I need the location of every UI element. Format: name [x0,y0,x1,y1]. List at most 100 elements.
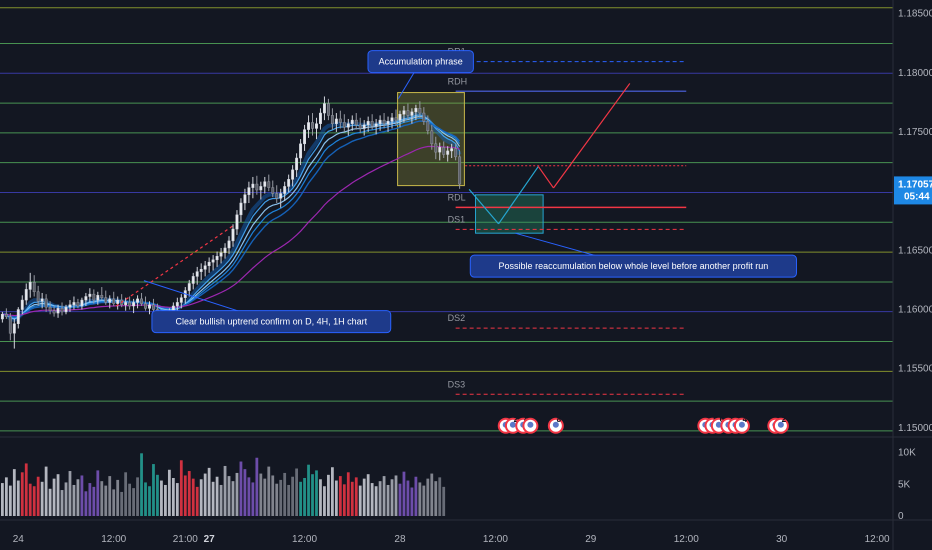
candle-body [175,302,179,307]
volume-bar [152,464,155,516]
candle-body [215,256,219,261]
candle-body [48,306,52,311]
candle-body [426,121,430,132]
volume-bar [271,475,275,516]
time-tick-label: 28 [394,534,406,545]
annotation-text: Accumulation phrase [379,57,463,67]
volume-bar [124,472,128,516]
candle-body [326,103,330,116]
candle-body [378,119,382,124]
candle-body [4,314,8,317]
candle-body [350,119,354,124]
candle-body [354,119,358,126]
volume-bar [386,484,390,516]
event-flags[interactable]: 248563242 [497,415,789,434]
volume-bar [207,467,211,516]
candle-body [199,269,203,272]
candle-body [223,247,227,253]
volume-bar [235,472,239,516]
candle-body [191,276,195,284]
candle-body [271,187,275,194]
candle-body [187,283,191,291]
volume-bar [128,483,132,516]
candle-body [76,302,80,307]
event-flag-count: 2 [514,415,519,424]
volume-bar [311,474,314,516]
pivot-label: DS2 [448,313,466,323]
volume-bar [112,489,116,516]
volume-bar [32,486,36,516]
candle-body [390,117,394,122]
time-tick-label: 12:00 [865,534,890,545]
volume-bar [40,481,44,516]
pivot-label: RDL [448,192,466,202]
candle-body [374,123,378,127]
volume-bar [342,484,346,516]
volume-bar [247,477,251,516]
volume-bar [136,477,139,516]
candle-body [362,124,366,129]
volume-bar [8,485,12,516]
candle-body [203,265,207,270]
annotations: Accumulation phrase Possible reaccumulati… [143,50,797,334]
volume-bar [76,479,80,516]
volume-bar [116,479,120,516]
candle-body [259,186,263,191]
volume-bar [307,464,310,516]
candle-body [366,121,370,126]
candle-body [402,110,406,115]
candle-body [40,298,44,302]
candle-body [311,122,314,129]
flag-icon [777,421,784,428]
volume-bar [295,468,298,516]
volume-bar [171,478,175,516]
candle-body [144,303,147,309]
volume-bar [183,475,187,516]
volume-bar [338,476,342,516]
candle-body [406,110,410,116]
volume-bars [0,453,446,516]
volume-bar [96,470,100,516]
candle-body [116,299,120,304]
price-tick-label: 1.18500 [898,9,932,20]
candle-body [450,148,454,152]
volume-bar [374,486,378,516]
volume-bar [334,480,338,516]
candle-body [0,314,4,320]
candle-body [370,121,374,127]
candle-body [132,302,136,307]
volume-bar [56,474,60,516]
candle-body [410,111,414,116]
candle-body [239,202,243,216]
candle-body [422,112,426,122]
volume-bar [68,471,72,516]
price-axis[interactable]: 1.185001.180001.175001.170001.165001.160… [894,9,932,522]
volume-bar [287,484,291,516]
candle-body [283,186,287,194]
candle-body [16,309,20,324]
candle-body [330,115,334,124]
time-axis[interactable]: 24 12:00 21:00 27 12:00 28 12:00 29 12:00 30 12:00 [13,534,890,545]
candle-body [96,295,100,301]
countdown: 05:44 [904,191,930,202]
volume-bar [263,478,267,516]
volume-bar [16,480,20,516]
volume-bar [350,481,354,516]
volume-bar [430,473,434,516]
candle-body [446,150,450,155]
last-price-value: 1.17057 [898,179,932,190]
reaccumulation-box [475,194,544,234]
volume-bar [418,482,422,516]
volume-bar [362,478,366,516]
time-tick-label: 27 [204,534,216,545]
annotation-box [151,310,392,334]
volume-bar [315,470,318,516]
volume-bar [148,486,151,516]
candle-body [291,169,295,180]
volume-bar [223,465,227,516]
candle-body [8,316,12,334]
last-price-badge[interactable] [894,176,932,205]
volume-bar [203,473,207,516]
